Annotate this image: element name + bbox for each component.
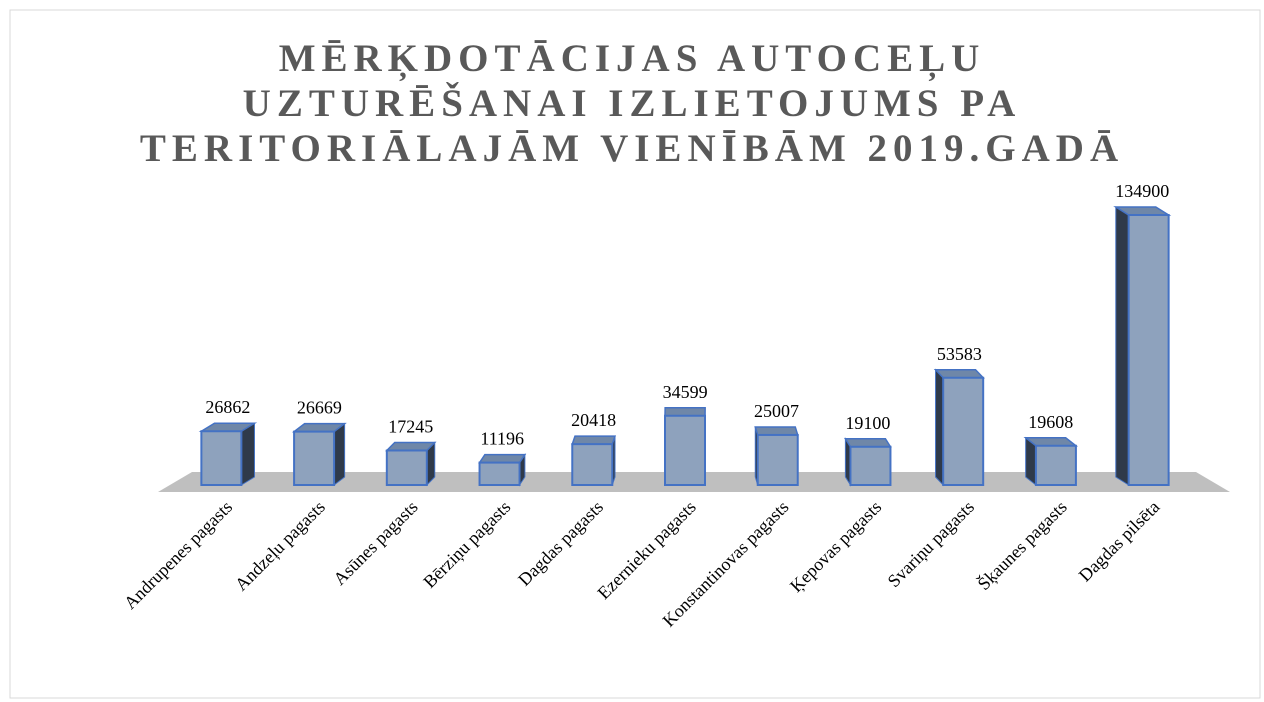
x-tick-label: Andzeļu pagasts <box>231 497 329 595</box>
bar-front <box>385 449 428 487</box>
x-tick-label: Ezernieku pagasts <box>593 497 699 603</box>
data-label: 25007 <box>754 401 799 421</box>
data-label: 34599 <box>663 382 708 402</box>
bar-top <box>478 453 527 464</box>
bar-top <box>664 407 706 417</box>
bar <box>664 407 706 486</box>
bar-side <box>333 422 346 487</box>
x-tick-label: Bērziņu pagasts <box>419 497 514 592</box>
bar-front <box>942 376 985 486</box>
bar-top <box>754 426 799 436</box>
bar-front <box>1127 214 1170 486</box>
data-label: 53583 <box>937 344 982 364</box>
bar-top <box>1023 437 1079 447</box>
bar-front <box>571 443 614 486</box>
bar-front <box>1034 444 1077 487</box>
bar-side <box>1115 206 1130 486</box>
bar <box>478 452 527 487</box>
data-label: 26862 <box>205 397 250 417</box>
bar <box>571 435 617 486</box>
x-tick-label: Dagdas pilsēta <box>1075 497 1164 586</box>
data-label: 20418 <box>571 410 616 430</box>
bar-top <box>933 369 985 379</box>
x-tick-label: Dagdas pagasts <box>514 497 607 590</box>
bar-front <box>293 430 336 487</box>
x-tick-label: Šķaunes pagasts <box>973 496 1071 594</box>
data-label: 19100 <box>845 413 890 433</box>
bar-front <box>849 445 892 486</box>
bar-front <box>478 461 521 486</box>
x-tick-label: Svariņu pagasts <box>884 497 978 591</box>
bar <box>754 426 799 486</box>
bar <box>1023 436 1079 487</box>
bar <box>844 437 892 487</box>
bar-side <box>240 422 255 486</box>
chart-title: MĒRĶDOTĀCIJAS AUTOCEĻU UZTURĒŠANAI IZLIE… <box>139 37 1125 170</box>
bar-top <box>844 438 892 448</box>
x-tick-label: Asūnes pagasts <box>329 497 421 589</box>
bar-top <box>571 435 617 445</box>
bar-top <box>385 441 437 452</box>
bar <box>1113 206 1172 486</box>
data-label: 19608 <box>1028 412 1073 432</box>
data-label: 17245 <box>388 416 433 436</box>
chart-border <box>9 9 1261 699</box>
bar-side <box>935 368 944 487</box>
x-tick-label: Ķepovas pagasts <box>786 497 885 596</box>
bar-front <box>756 433 799 486</box>
bar <box>291 422 347 487</box>
bar-front <box>664 414 706 486</box>
x-tick-label: Andrupenes pagasts <box>120 497 236 613</box>
bar <box>198 422 258 486</box>
bar-front <box>200 430 243 486</box>
data-label: 11196 <box>480 429 524 449</box>
bar <box>933 368 985 487</box>
data-label: 26669 <box>297 398 342 418</box>
data-label: 134900 <box>1115 181 1169 201</box>
bar <box>385 441 437 487</box>
